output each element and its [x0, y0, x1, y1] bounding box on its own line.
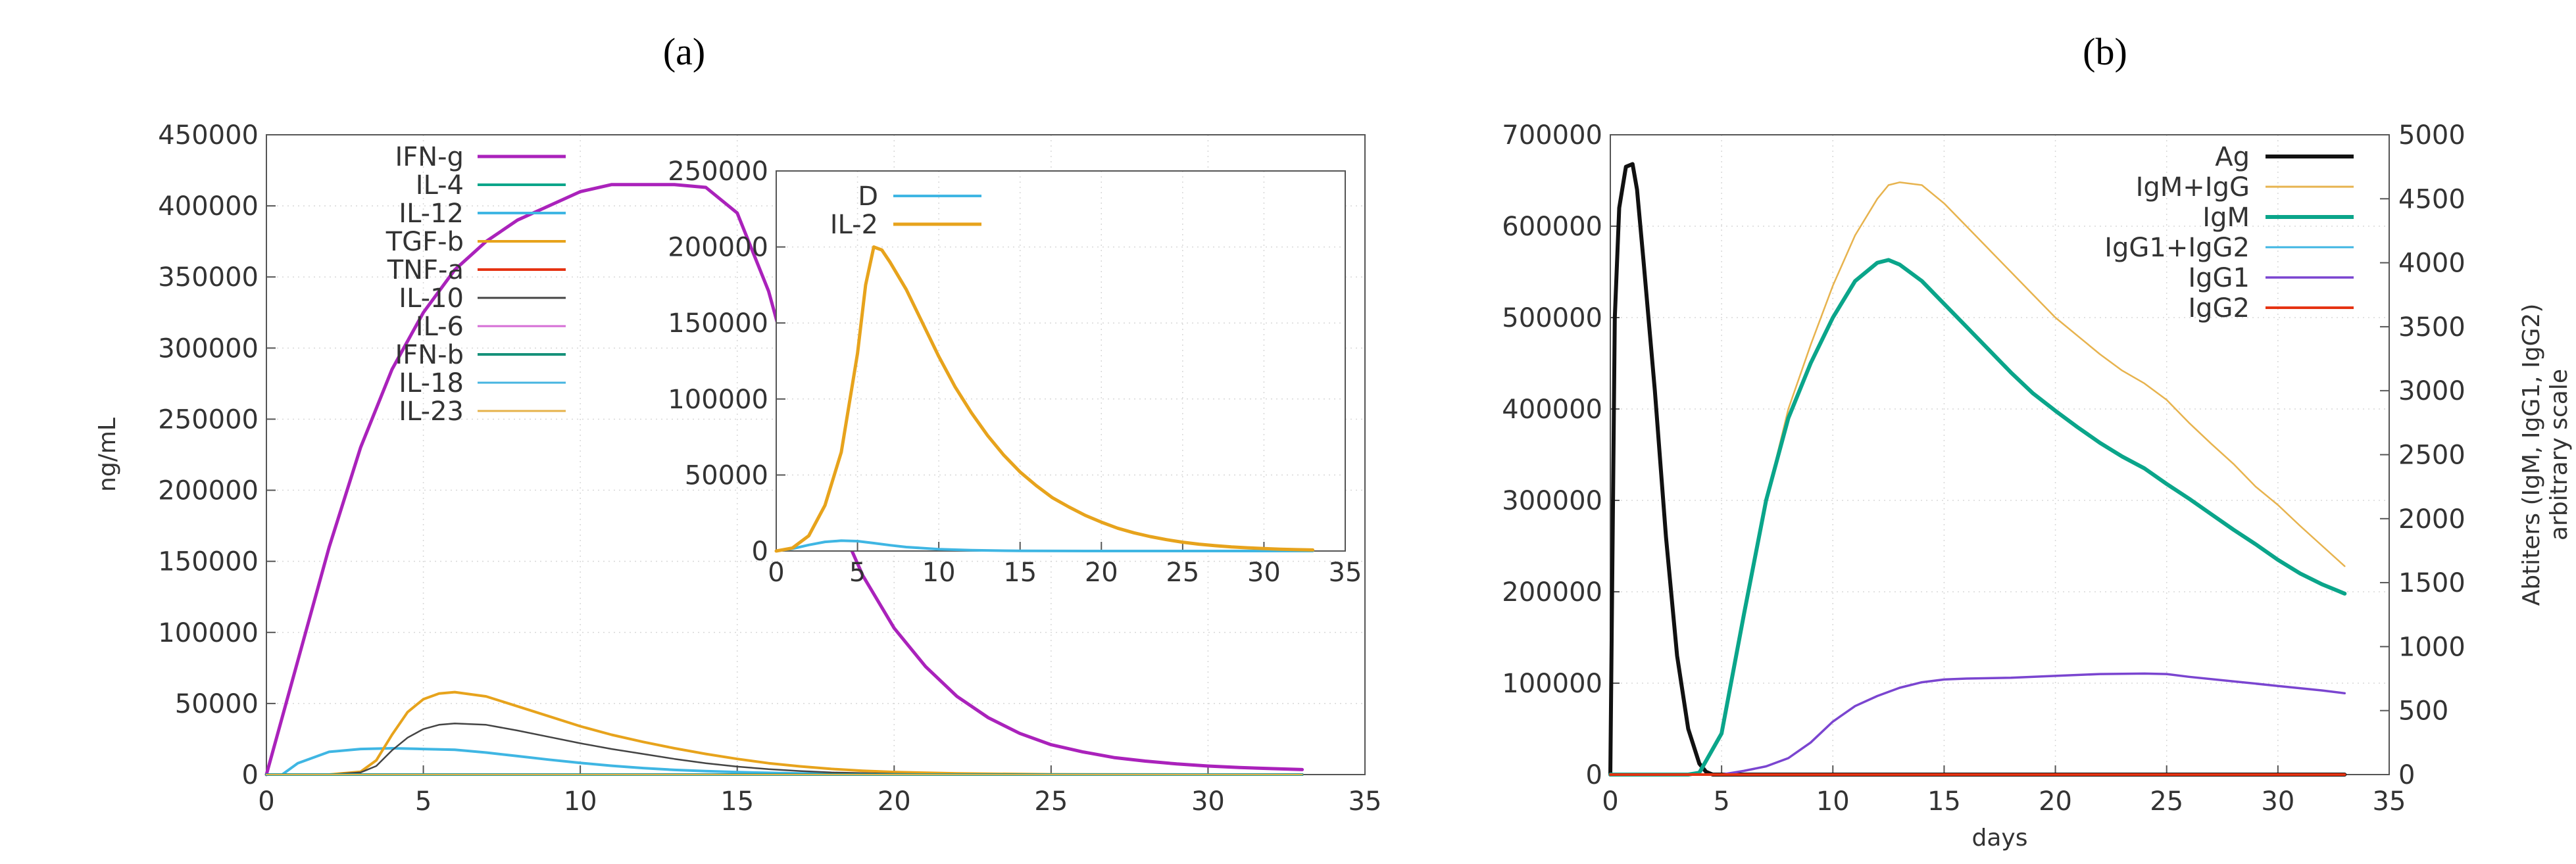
legend-label: IL-2	[830, 210, 878, 240]
y-tick-label: 400000	[1502, 395, 1602, 425]
x-tick-label: 10	[564, 786, 597, 817]
y-tick-label: 100000	[668, 385, 768, 415]
y-tick-label: 100000	[1502, 669, 1602, 699]
y2-tick-label: 2500	[2398, 441, 2465, 471]
legend-label: IFN-b	[395, 340, 464, 370]
series-line-ag	[1608, 162, 2347, 777]
x-tick-label: 20	[1085, 558, 1118, 588]
series-line-il-2	[774, 245, 1315, 553]
legend-label: IgG2	[2188, 293, 2250, 324]
x-tick-label: 30	[1247, 558, 1281, 588]
y-tick-label: 50000	[685, 460, 768, 491]
x-tick-label: 10	[1816, 786, 1850, 817]
legend-label: TGF-b	[385, 227, 464, 257]
inset-background	[776, 171, 1345, 551]
legend-label: IgM+IgG	[2136, 172, 2250, 203]
y2-tick-label: 4000	[2398, 249, 2465, 279]
y-tick-label: 700000	[1502, 120, 1602, 151]
x-tick-label: 15	[1927, 786, 1961, 817]
y-tick-label: 150000	[158, 547, 259, 577]
x-tick-label: 35	[1329, 558, 1362, 588]
x-tick-label: 15	[1003, 558, 1037, 588]
x-axis-title: days	[1972, 825, 2028, 852]
x-tick-label: 30	[2261, 786, 2294, 817]
legend-label: IL-10	[399, 283, 464, 314]
x-tick-label: 30	[1191, 786, 1225, 817]
y-tick-label: 0	[752, 537, 768, 567]
series-line-tgf-b	[265, 690, 1304, 776]
x-tick-label: 35	[1349, 786, 1382, 817]
legend-label: IL-12	[399, 199, 464, 229]
x-tick-label: 20	[878, 786, 911, 817]
x-tick-label: 35	[2373, 786, 2406, 817]
y-tick-label: 300000	[1502, 486, 1602, 516]
y-axis-title: ng/mL	[94, 418, 121, 492]
x-tick-label: 25	[1166, 558, 1199, 588]
x-tick-label: 0	[768, 558, 784, 588]
x-tick-label: 20	[2039, 786, 2072, 817]
y-tick-label: 600000	[1502, 212, 1602, 242]
series-line-d	[775, 539, 1314, 552]
y2-tick-label: 3500	[2398, 312, 2465, 343]
x-tick-label: 5	[1713, 786, 1729, 817]
legend-label: IL-18	[399, 368, 464, 398]
y2-tick-label: 2000	[2398, 504, 2465, 535]
legend-label: IgG1	[2188, 263, 2250, 293]
y-tick-label: 350000	[158, 262, 259, 293]
y2-axis-title: Abtiters (IgM, IgG1, IgG2)	[2518, 304, 2545, 606]
y2-tick-label: 4500	[2398, 184, 2465, 214]
y-tick-label: 500000	[1502, 303, 1602, 333]
y-tick-label: 300000	[158, 333, 259, 364]
x-tick-label: 5	[849, 558, 866, 588]
legend-label: Ag	[2215, 142, 2250, 172]
legend-label: IL-4	[416, 170, 464, 201]
x-tick-label: 0	[258, 786, 274, 817]
y2-tick-label: 1500	[2398, 568, 2465, 598]
x-tick-label: 25	[2150, 786, 2183, 817]
chart-a-inset: 0 50000 100000 150000 200000 250000 0 5 10 15 20 25…	[668, 156, 1362, 588]
legend-label: D	[858, 181, 878, 212]
x-tick-label: 25	[1034, 786, 1068, 817]
y-tick-label: 100000	[158, 618, 259, 648]
series-line-igg1	[1609, 672, 2346, 776]
y-tick-label: 200000	[1502, 577, 1602, 608]
x-tick-label: 10	[922, 558, 956, 588]
y-tick-label: 150000	[668, 308, 768, 339]
y-tick-label: 450000	[158, 120, 259, 151]
y2-tick-label: 3000	[2398, 376, 2465, 406]
chart-b: 0100000200000300000400000500000600000700…	[1502, 120, 2573, 852]
series-line-il-10	[265, 722, 1303, 776]
y2-axis-title: arbitrary scale	[2546, 369, 2573, 540]
panel-a-label: (a)	[663, 30, 705, 73]
panel-b-label: (b)	[2083, 30, 2127, 73]
y-tick-label: 400000	[158, 191, 259, 222]
series-line-igm	[1608, 258, 2347, 777]
y-tick-label: 0	[1586, 760, 1602, 790]
legend-label: IgM	[2202, 203, 2250, 233]
legend-label: IL-6	[416, 312, 464, 342]
legend-label: IFN-g	[395, 142, 464, 172]
x-tick-label: 5	[415, 786, 432, 817]
legend-label: IL-23	[399, 396, 464, 427]
x-tick-label: 15	[720, 786, 754, 817]
y-tick-label: 0	[242, 760, 259, 790]
y-tick-label: 200000	[158, 476, 259, 506]
y2-tick-label: 1000	[2398, 632, 2465, 662]
y-tick-label: 50000	[175, 689, 259, 719]
y2-tick-label: 500	[2398, 696, 2448, 727]
legend-label: IgG1+IgG2	[2104, 233, 2250, 263]
y-tick-label: 200000	[668, 233, 768, 263]
y-tick-label: 250000	[158, 404, 259, 435]
x-tick-label: 0	[1602, 786, 1618, 817]
y2-tick-label: 5000	[2398, 120, 2465, 151]
legend-label: TNF-a	[387, 255, 464, 285]
y-tick-label: 250000	[668, 156, 768, 187]
y2-tick-label: 0	[2398, 760, 2415, 790]
